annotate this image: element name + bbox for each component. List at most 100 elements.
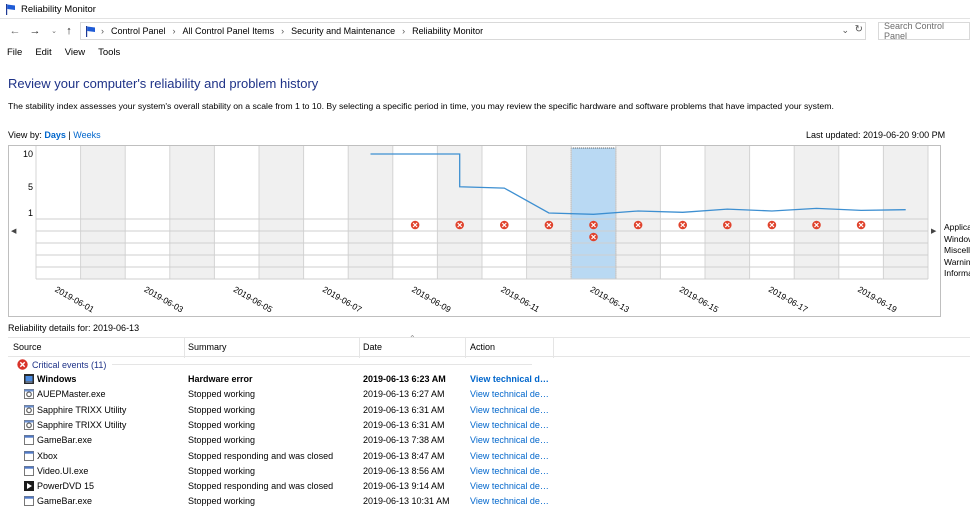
date-tick-label: 2019-06-05: [232, 284, 275, 315]
view-days-link[interactable]: Days: [44, 130, 66, 140]
window-app-icon: [24, 496, 34, 507]
address-dropdown-icon[interactable]: ⌄: [841, 25, 849, 35]
application-failure-marker-x: [412, 222, 418, 228]
table-row[interactable]: PowerDVD 15 Stopped responding and was cl…: [8, 479, 970, 494]
table-row[interactable]: Sapphire TRIXX Utility Stopped working 201…: [8, 418, 970, 433]
date-tick-label: 2019-06-15: [678, 284, 721, 315]
up-arrow-icon[interactable]: ↑: [66, 25, 72, 37]
table-row[interactable]: Sapphire TRIXX Utility Stopped working 201…: [8, 403, 970, 418]
y-tick-label: 5: [28, 182, 33, 192]
legend-warnings: Warnings: [944, 256, 970, 267]
breadcrumb-control-panel[interactable]: Control Panel: [111, 26, 166, 36]
column-divider[interactable]: [184, 338, 185, 358]
reliability-chart[interactable]: 10 5 1 2019-06-01 2019-06-03 2019-06-05 2019-0…: [8, 145, 941, 317]
application-failure-marker-x: [546, 222, 552, 228]
table-row[interactable]: AUEPMaster.exe Stopped working 2019-06-13 …: [8, 387, 970, 402]
view-technical-details-link[interactable]: View technical details: [470, 450, 550, 461]
windows-flag-icon: [24, 374, 34, 384]
menu-edit[interactable]: Edit: [35, 46, 52, 58]
day-column: [749, 146, 795, 279]
date-tick-label: 2019-06-07: [321, 284, 364, 315]
recent-locations-chevron-icon[interactable]: ⌄: [51, 28, 57, 35]
row-source: GameBar.exe: [37, 496, 93, 507]
menu-tools[interactable]: Tools: [98, 46, 121, 58]
view-weeks-link[interactable]: Weeks: [73, 130, 101, 140]
date-tick-label: 2019-06-19: [856, 284, 899, 315]
column-action[interactable]: Action: [470, 342, 496, 352]
breadcrumb-reliability-monitor[interactable]: Reliability Monitor: [412, 26, 484, 36]
day-column: [80, 146, 126, 279]
scroll-left-icon[interactable]: ◀: [11, 228, 17, 235]
application-failure-marker-x: [457, 222, 463, 228]
date-tick-label: 2019-06-11: [499, 284, 541, 314]
view-technical-details-link[interactable]: View technical details: [470, 419, 550, 430]
breadcrumb-all-items[interactable]: All Control Panel Items: [182, 26, 275, 36]
day-column: [482, 146, 527, 279]
view-technical-details-link[interactable]: View technical details: [470, 481, 550, 492]
window-title: Reliability Monitor: [21, 3, 96, 15]
back-arrow-icon[interactable]: ←: [9, 25, 21, 37]
table-header: ⌃ Source Summary Date Action: [8, 334, 970, 358]
chevron-right-icon[interactable]: ›: [402, 26, 406, 36]
window-app-icon: [24, 435, 34, 446]
row-source: GameBar.exe: [37, 435, 93, 446]
row-summary: Stopped responding and was closed: [188, 450, 334, 461]
chevron-right-icon[interactable]: ›: [172, 26, 176, 36]
row-date: 2019-06-13 9:14 AM: [363, 481, 445, 492]
view-technical-details-link[interactable]: View technical details: [470, 435, 550, 446]
table-row[interactable]: GameBar.exe Stopped working 2019-06-13 7:3…: [8, 433, 970, 448]
search-input[interactable]: Search Control Panel: [878, 21, 970, 41]
view-technical-details-link[interactable]: View technical details: [470, 374, 550, 384]
date-tick-label: 2019-06-17: [767, 284, 810, 315]
day-column: [169, 146, 215, 279]
column-divider[interactable]: [553, 338, 554, 358]
table-row[interactable]: GameBar.exe Stopped working 2019-06-13 10:…: [8, 494, 970, 509]
column-divider[interactable]: [359, 338, 360, 358]
view-by-control: View by: Days | Weeks: [8, 130, 101, 140]
critical-events-group[interactable]: Critical events (11): [17, 359, 533, 370]
menu-view[interactable]: View: [64, 46, 86, 58]
application-failure-marker-x: [501, 222, 507, 228]
application-failure-marker-x: [814, 222, 819, 228]
window-app-icon: [24, 465, 34, 476]
forward-arrow-icon[interactable]: →: [29, 25, 41, 37]
day-column: [883, 146, 928, 279]
day-column: [705, 146, 750, 279]
row-summary: Stopped working: [188, 404, 256, 415]
column-source[interactable]: Source: [13, 342, 42, 352]
view-technical-details-link[interactable]: View technical details: [470, 389, 550, 400]
column-summary[interactable]: Summary: [188, 342, 227, 352]
y-tick-label: 1: [28, 208, 33, 218]
view-technical-details-link[interactable]: View technical details: [470, 465, 550, 476]
row-source: Xbox: [37, 450, 58, 461]
column-date[interactable]: Date: [363, 342, 383, 352]
view-technical-details-link[interactable]: View technical details: [470, 496, 550, 507]
gear-app-icon: [24, 419, 34, 430]
row-source: Windows: [37, 374, 77, 384]
day-column: [348, 146, 393, 279]
row-date: 2019-06-13 6:23 AM: [363, 374, 446, 384]
row-date: 2019-06-13 6:31 AM: [363, 404, 445, 415]
breadcrumb-security-maintenance[interactable]: Security and Maintenance: [291, 26, 396, 36]
refresh-icon[interactable]: ↻: [854, 24, 863, 35]
reliability-chart-svg[interactable]: 10 5 1 2019-06-01 2019-06-03 2019-06-05 2019-0…: [9, 146, 942, 318]
view-technical-details-link[interactable]: View technical details: [470, 404, 550, 415]
table-row[interactable]: Xbox Stopped responding and was closed 201…: [8, 449, 970, 464]
day-column: [392, 146, 438, 279]
menu-file[interactable]: File: [7, 46, 23, 58]
column-divider[interactable]: [465, 338, 466, 358]
chevron-right-icon[interactable]: ›: [281, 26, 285, 36]
application-failure-marker-x: [769, 222, 775, 228]
application-failure-marker-x: [858, 222, 864, 228]
address-field[interactable]: › Control Panel › All Control Panel Item…: [80, 22, 866, 40]
chevron-right-icon[interactable]: ›: [101, 26, 104, 36]
page-description: The stability index assesses your system…: [8, 101, 834, 111]
scroll-right-icon[interactable]: ▶: [931, 228, 937, 235]
table-row[interactable]: Video.UI.exe Stopped working 2019-06-13 8:…: [8, 464, 970, 479]
menu-bar: File Edit View Tools: [0, 44, 970, 60]
date-tick-label: 2019-06-09: [410, 284, 453, 315]
row-summary: Stopped working: [188, 496, 256, 507]
powerdvd-icon: [24, 481, 34, 492]
table-row[interactable]: Windows Hardware error 2019-06-13 6:23 AM V…: [8, 372, 970, 387]
row-source: PowerDVD 15: [37, 481, 95, 492]
